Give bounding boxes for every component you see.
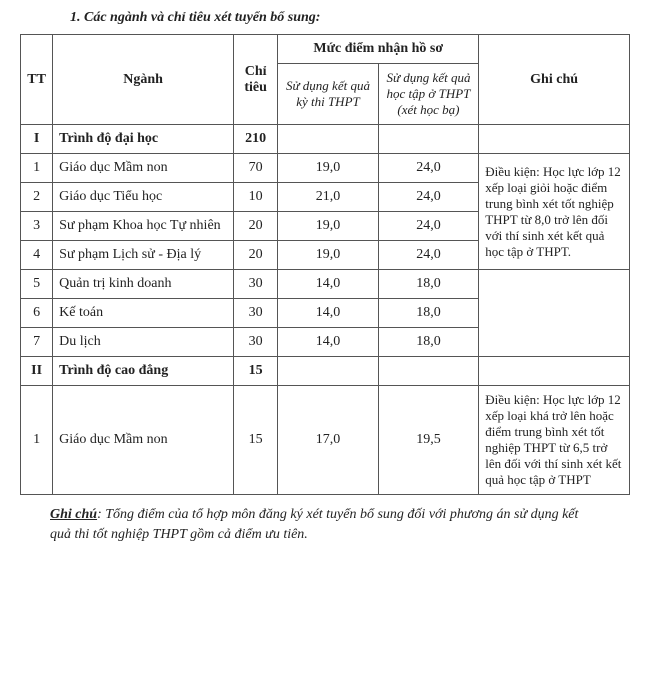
section-row-cd: II Trình độ cao đẳng 15	[21, 357, 630, 386]
cell-chitieu: 20	[234, 241, 278, 270]
section-title: Trình độ đại học	[53, 125, 234, 154]
table-row: 6 Kế toán 30 14,0 18,0	[21, 299, 630, 328]
cell-nganh: Giáo dục Tiểu học	[53, 183, 234, 212]
cell-stt: 4	[21, 241, 53, 270]
section-title: Trình độ cao đẳng	[53, 357, 234, 386]
th-score-thpt: Sử dụng kết quả kỳ thi THPT	[278, 64, 378, 125]
cell-chitieu: 30	[234, 328, 278, 357]
table-row: 7 Du lịch 30 14,0 18,0	[21, 328, 630, 357]
cell-stt: 5	[21, 270, 53, 299]
cell-thpt: 19,0	[278, 241, 378, 270]
cell-chitieu: 10	[234, 183, 278, 212]
cell-chitieu: 70	[234, 154, 278, 183]
cell-stt: 7	[21, 328, 53, 357]
section-index: II	[21, 357, 53, 386]
th-score-group: Mức điểm nhận hồ sơ	[278, 35, 479, 64]
cell-chitieu: 30	[234, 299, 278, 328]
table-row: 5 Quản trị kinh doanh 30 14,0 18,0	[21, 270, 630, 299]
cell-nganh: Giáo dục Mầm non	[53, 386, 234, 495]
cell-nganh: Giáo dục Mầm non	[53, 154, 234, 183]
cell-thpt: 19,0	[278, 154, 378, 183]
section-row-dh: I Trình độ đại học 210	[21, 125, 630, 154]
section-heading: 1. Các ngành và chỉ tiêu xét tuyển bổ su…	[70, 10, 630, 26]
cell-stt: 2	[21, 183, 53, 212]
section-index: I	[21, 125, 53, 154]
section-total: 15	[234, 357, 278, 386]
admission-table: TT Ngành Chỉ tiêu Mức điểm nhận hồ sơ Gh…	[20, 34, 630, 495]
cell-thpt: 17,0	[278, 386, 378, 495]
cell-stt: 1	[21, 154, 53, 183]
cell-nganh: Sư phạm Khoa học Tự nhiên	[53, 212, 234, 241]
cell-chitieu: 20	[234, 212, 278, 241]
cell-stt: 3	[21, 212, 53, 241]
footnote-label: Ghi chú	[50, 507, 97, 522]
cell-thpt: 14,0	[278, 270, 378, 299]
cell-hocba: 24,0	[378, 241, 479, 270]
cell-stt: 6	[21, 299, 53, 328]
cell-nganh: Sư phạm Lịch sử - Địa lý	[53, 241, 234, 270]
th-tt: TT	[21, 35, 53, 125]
cell-hocba: 24,0	[378, 212, 479, 241]
cell-hocba: 18,0	[378, 299, 479, 328]
cell-chitieu: 30	[234, 270, 278, 299]
table-row: 1 Giáo dục Mầm non 15 17,0 19,5 Điều kiệ…	[21, 386, 630, 495]
section-total: 210	[234, 125, 278, 154]
cell-thpt: 21,0	[278, 183, 378, 212]
th-ghichu: Ghi chú	[479, 35, 630, 125]
cell-nganh: Du lịch	[53, 328, 234, 357]
footnote-body: : Tổng điểm của tổ hợp môn đăng ký xét t…	[50, 507, 578, 542]
cell-chitieu: 15	[234, 386, 278, 495]
cell-hocba: 19,5	[378, 386, 479, 495]
cell-thpt: 14,0	[278, 299, 378, 328]
cell-thpt: 19,0	[278, 212, 378, 241]
cell-hocba: 24,0	[378, 183, 479, 212]
cell-hocba: 18,0	[378, 328, 479, 357]
cell-thpt: 14,0	[278, 328, 378, 357]
cell-stt: 1	[21, 386, 53, 495]
cell-nganh: Kế toán	[53, 299, 234, 328]
th-score-hocba: Sử dụng kết quả học tập ở THPT (xét học …	[378, 64, 479, 125]
footnote: Ghi chú: Tổng điểm của tổ hợp môn đăng k…	[50, 505, 600, 544]
cell-hocba: 24,0	[378, 154, 479, 183]
th-nganh: Ngành	[53, 35, 234, 125]
th-chitieu: Chỉ tiêu	[234, 35, 278, 125]
cell-hocba: 18,0	[378, 270, 479, 299]
table-row: 1 Giáo dục Mầm non 70 19,0 24,0 Điều kiệ…	[21, 154, 630, 183]
cell-nganh: Quản trị kinh doanh	[53, 270, 234, 299]
cell-note-dh: Điều kiện: Học lực lớp 12 xếp loại giỏi …	[479, 154, 630, 270]
cell-note-cd: Điều kiện: Học lực lớp 12 xếp loại khá t…	[479, 386, 630, 495]
